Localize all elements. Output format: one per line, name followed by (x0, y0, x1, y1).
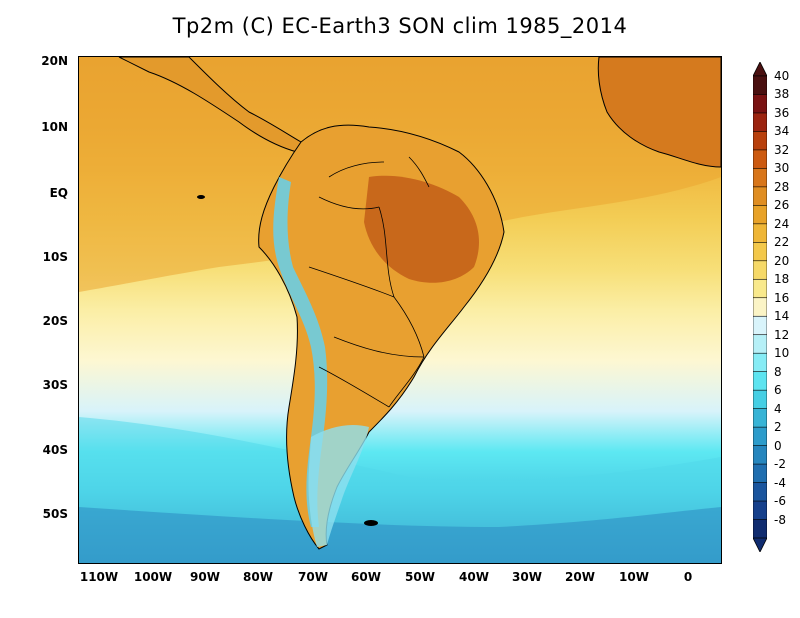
colorbar-label: 26 (774, 198, 790, 213)
lon-label-10w: 10W (619, 570, 649, 584)
colorbar-swatch (753, 371, 767, 391)
colorbar-label: 20 (774, 253, 790, 268)
colorbar-swatch (753, 149, 767, 170)
colorbar-swatch (753, 94, 767, 114)
colorbar-swatch (753, 463, 767, 484)
amazon-hot-region (364, 175, 479, 283)
colorbar-label: 36 (774, 105, 790, 120)
colorbar-swatch (753, 315, 767, 336)
colorbar-label: 8 (774, 364, 782, 379)
colorbar-swatch (753, 389, 767, 410)
colorbar-label: 10 (774, 346, 790, 361)
lon-label-90w: 90W (190, 570, 220, 584)
lat-label-30s: 30S (42, 378, 68, 392)
africa-land (597, 57, 721, 168)
colorbar-label: 4 (774, 401, 782, 416)
colorbar-swatch (753, 445, 767, 465)
colorbar-label: 24 (774, 216, 790, 231)
colorbar-label: -6 (774, 494, 786, 509)
map-title: Tp2m (C) EC-Earth3 SON clim 1985_2014 (172, 14, 628, 38)
colorbar-swatch (753, 131, 767, 151)
lat-label-10n: 10N (41, 120, 68, 134)
galapagos-islands (197, 195, 205, 199)
colorbar-label: 12 (774, 327, 790, 342)
colorbar-swatch (753, 186, 767, 207)
colorbar-swatch (753, 260, 767, 281)
lon-label-110w: 110W (79, 570, 119, 584)
colorbar-label: 18 (774, 272, 790, 287)
lon-label-20w: 20W (565, 570, 595, 584)
colorbar-label: 0 (774, 438, 782, 453)
colorbar-label: 2 (774, 420, 782, 435)
colorbar-swatch (753, 242, 767, 262)
colorbar-swatch (753, 75, 767, 96)
lon-label-50w: 50W (405, 570, 435, 584)
colorbar-label: -2 (774, 457, 786, 472)
lat-label-50s: 50S (42, 507, 68, 521)
colorbar-bottom-arrow (753, 537, 767, 552)
colorbar-swatch (753, 352, 767, 373)
colorbar-swatch (753, 408, 767, 428)
colorbar-label: -8 (774, 512, 786, 527)
colorbar-label: -4 (774, 475, 786, 490)
lon-label-0: 0 (683, 570, 693, 584)
colorbar-swatch (753, 297, 767, 318)
colorbar-label: 38 (774, 87, 790, 102)
lat-label-40s: 40S (42, 443, 68, 457)
lat-label-20s: 20S (42, 314, 68, 328)
colorbar-label: 6 (774, 383, 782, 398)
country-borders (308, 156, 430, 408)
lon-label-40w: 40W (459, 570, 489, 584)
colorbar-swatch (753, 223, 767, 244)
colorbar-label: 22 (774, 235, 790, 250)
colorbar-swatch (753, 278, 767, 299)
colorbar-label: 40 (774, 69, 790, 83)
colorbar-label: 14 (774, 309, 790, 324)
colorbar-swatch (753, 205, 767, 225)
lon-label-70w: 70W (298, 570, 328, 584)
colorbar-label: 30 (774, 161, 790, 176)
deep-cold-ocean (79, 507, 721, 563)
colorbar-swatch (753, 168, 767, 188)
map-plot-area (78, 56, 722, 564)
colorbar-label: 34 (774, 124, 790, 139)
colorbar-swatch (753, 519, 767, 539)
patagonia-land (308, 425, 369, 547)
colorbar-swatch (753, 500, 767, 521)
lat-label-eq: EQ (49, 186, 68, 200)
colorbar-label: 32 (774, 142, 790, 157)
colorbar-top-arrow (753, 62, 767, 77)
colorbar-swatch (753, 112, 767, 133)
lon-label-60w: 60W (351, 570, 381, 584)
colorbar-swatch (753, 334, 767, 355)
lon-label-100w: 100W (133, 570, 173, 584)
colorbar (753, 62, 767, 552)
colorbar-swatch (753, 426, 767, 447)
lon-label-80w: 80W (243, 570, 273, 584)
colorbar-label: 16 (774, 290, 790, 305)
colorbar-label: 28 (774, 179, 790, 194)
falkland-islands (364, 520, 378, 526)
lat-label-20n: 20N (41, 54, 68, 68)
map-svg (79, 57, 721, 563)
lat-label-10s: 10S (42, 250, 68, 264)
lon-label-30w: 30W (512, 570, 542, 584)
colorbar-swatch (753, 482, 767, 502)
